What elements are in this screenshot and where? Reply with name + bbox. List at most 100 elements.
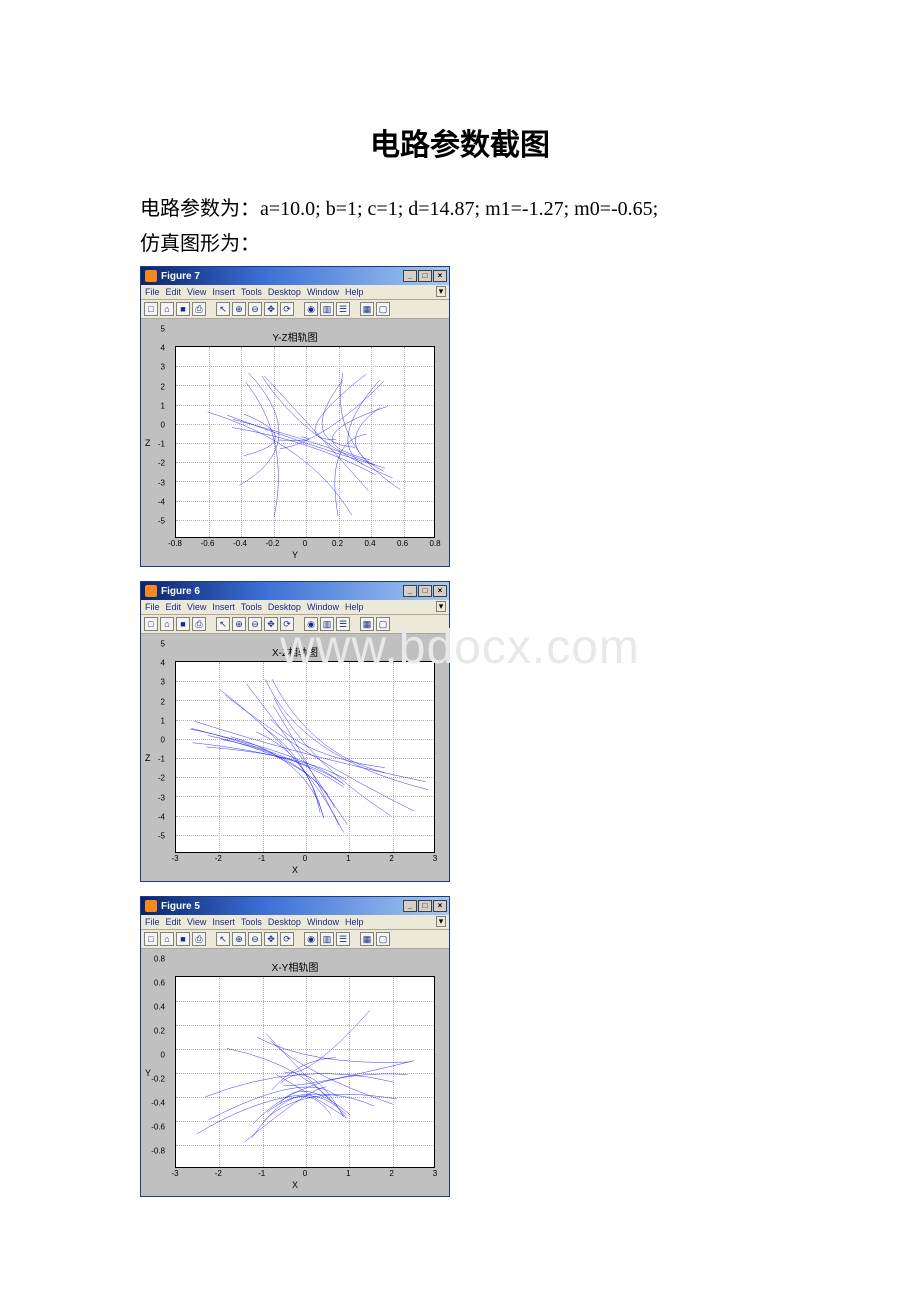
menu-bar: File Edit View Insert Tools Desktop Window Help… bbox=[141, 285, 449, 300]
y-tick: 1 bbox=[161, 401, 165, 410]
minimize-button[interactable]: _ bbox=[403, 585, 417, 597]
close-button[interactable]: × bbox=[433, 900, 447, 912]
new-icon[interactable]: □ bbox=[144, 302, 158, 316]
menu-item[interactable]: Window bbox=[307, 602, 339, 612]
print-icon[interactable]: ⎙ bbox=[192, 302, 206, 316]
print-icon[interactable]: ⎙ bbox=[192, 617, 206, 631]
menu-item[interactable]: Desktop bbox=[268, 287, 301, 297]
menu-item[interactable]: View bbox=[187, 917, 206, 927]
pointer-icon[interactable]: ↖ bbox=[216, 617, 230, 631]
maximize-button[interactable]: □ bbox=[418, 585, 432, 597]
y-tick: 0 bbox=[161, 736, 165, 745]
axes-icon[interactable]: ▦ bbox=[360, 302, 374, 316]
x-tick: -1 bbox=[258, 854, 265, 863]
axes2-icon[interactable]: ▢ bbox=[376, 617, 390, 631]
menu-item[interactable]: Desktop bbox=[268, 917, 301, 927]
maximize-button[interactable]: □ bbox=[418, 900, 432, 912]
menu-item[interactable]: Tools bbox=[241, 287, 262, 297]
axes-icon[interactable]: ▦ bbox=[360, 617, 374, 631]
menu-item[interactable]: Tools bbox=[241, 602, 262, 612]
title-bar[interactable]: Figure 6 _□× bbox=[141, 582, 449, 600]
close-button[interactable]: × bbox=[433, 270, 447, 282]
pointer-icon[interactable]: ↖ bbox=[216, 932, 230, 946]
menu-item[interactable]: Help bbox=[345, 287, 364, 297]
zoom-out-icon[interactable]: ⊖ bbox=[248, 302, 262, 316]
y-tick: 3 bbox=[161, 678, 165, 687]
data-cursor-icon[interactable]: ◉ bbox=[304, 617, 318, 631]
zoom-in-icon[interactable]: ⊕ bbox=[232, 617, 246, 631]
save-icon[interactable]: ■ bbox=[176, 617, 190, 631]
pan-icon[interactable]: ✥ bbox=[264, 302, 278, 316]
y-tick: 0.8 bbox=[154, 955, 165, 964]
menu-item[interactable]: Edit bbox=[166, 917, 182, 927]
trajectory-line bbox=[176, 977, 434, 1167]
legend-icon[interactable]: ☰ bbox=[336, 932, 350, 946]
zoom-out-icon[interactable]: ⊖ bbox=[248, 617, 262, 631]
data-cursor-icon[interactable]: ◉ bbox=[304, 302, 318, 316]
title-bar[interactable]: Figure 7_□× bbox=[141, 267, 449, 285]
rotate-icon[interactable]: ⟳ bbox=[280, 932, 294, 946]
menu-item[interactable]: Help bbox=[345, 602, 364, 612]
legend-icon[interactable]: ☰ bbox=[336, 617, 350, 631]
y-tick: 2 bbox=[161, 697, 165, 706]
title-bar[interactable]: Figure 5_□× bbox=[141, 897, 449, 915]
menu-item[interactable]: Help bbox=[345, 917, 364, 927]
menu-item[interactable]: View bbox=[187, 602, 206, 612]
menu-dropdown-icon[interactable]: ▾ bbox=[436, 601, 446, 612]
menu-item[interactable]: Edit bbox=[166, 287, 182, 297]
rotate-icon[interactable]: ⟳ bbox=[280, 617, 294, 631]
axes2-icon[interactable]: ▢ bbox=[376, 302, 390, 316]
toolbar: □⌂■⎙ ↖⊕⊖✥⟳ ◉▥☰ ▦▢ bbox=[141, 930, 449, 949]
menu-item[interactable]: Tools bbox=[241, 917, 262, 927]
zoom-out-icon[interactable]: ⊖ bbox=[248, 932, 262, 946]
menu-dropdown-icon[interactable]: ▾ bbox=[436, 916, 446, 927]
y-tick: -5 bbox=[158, 832, 165, 841]
colorbar-icon[interactable]: ▥ bbox=[320, 617, 334, 631]
menu-item[interactable]: Insert bbox=[212, 917, 235, 927]
save-icon[interactable]: ■ bbox=[176, 932, 190, 946]
axes2-icon[interactable]: ▢ bbox=[376, 932, 390, 946]
open-icon[interactable]: ⌂ bbox=[160, 932, 174, 946]
menu-item[interactable]: Desktop bbox=[268, 602, 301, 612]
menu-item[interactable]: Insert bbox=[212, 287, 235, 297]
menu-item[interactable]: File bbox=[145, 917, 160, 927]
menu-item[interactable]: View bbox=[187, 287, 206, 297]
zoom-in-icon[interactable]: ⊕ bbox=[232, 302, 246, 316]
y-tick: 4 bbox=[161, 659, 165, 668]
legend-icon[interactable]: ☰ bbox=[336, 302, 350, 316]
print-icon[interactable]: ⎙ bbox=[192, 932, 206, 946]
axes[interactable] bbox=[175, 976, 435, 1168]
maximize-button[interactable]: □ bbox=[418, 270, 432, 282]
new-icon[interactable]: □ bbox=[144, 932, 158, 946]
menu-item[interactable]: Insert bbox=[212, 602, 235, 612]
zoom-in-icon[interactable]: ⊕ bbox=[232, 932, 246, 946]
data-cursor-icon[interactable]: ◉ bbox=[304, 932, 318, 946]
menu-item[interactable]: Edit bbox=[166, 602, 182, 612]
new-icon[interactable]: □ bbox=[144, 617, 158, 631]
trajectory-line bbox=[176, 662, 434, 852]
window-title: Figure 6 bbox=[161, 586, 200, 597]
close-button[interactable]: × bbox=[433, 585, 447, 597]
rotate-icon[interactable]: ⟳ bbox=[280, 302, 294, 316]
y-tick-labels: -0.8-0.6-0.4-0.200.20.40.60.8 bbox=[141, 959, 167, 1151]
y-tick: -3 bbox=[158, 793, 165, 802]
axes[interactable] bbox=[175, 346, 435, 538]
open-icon[interactable]: ⌂ bbox=[160, 617, 174, 631]
pan-icon[interactable]: ✥ bbox=[264, 932, 278, 946]
menu-item[interactable]: Window bbox=[307, 287, 339, 297]
minimize-button[interactable]: _ bbox=[403, 270, 417, 282]
pointer-icon[interactable]: ↖ bbox=[216, 302, 230, 316]
colorbar-icon[interactable]: ▥ bbox=[320, 302, 334, 316]
colorbar-icon[interactable]: ▥ bbox=[320, 932, 334, 946]
axes-icon[interactable]: ▦ bbox=[360, 932, 374, 946]
menu-item[interactable]: File bbox=[145, 602, 160, 612]
menu-dropdown-icon[interactable]: ▾ bbox=[436, 286, 446, 297]
x-tick: -2 bbox=[215, 854, 222, 863]
minimize-button[interactable]: _ bbox=[403, 900, 417, 912]
menu-item[interactable]: File bbox=[145, 287, 160, 297]
pan-icon[interactable]: ✥ bbox=[264, 617, 278, 631]
menu-item[interactable]: Window bbox=[307, 917, 339, 927]
save-icon[interactable]: ■ bbox=[176, 302, 190, 316]
axes[interactable] bbox=[175, 661, 435, 853]
open-icon[interactable]: ⌂ bbox=[160, 302, 174, 316]
